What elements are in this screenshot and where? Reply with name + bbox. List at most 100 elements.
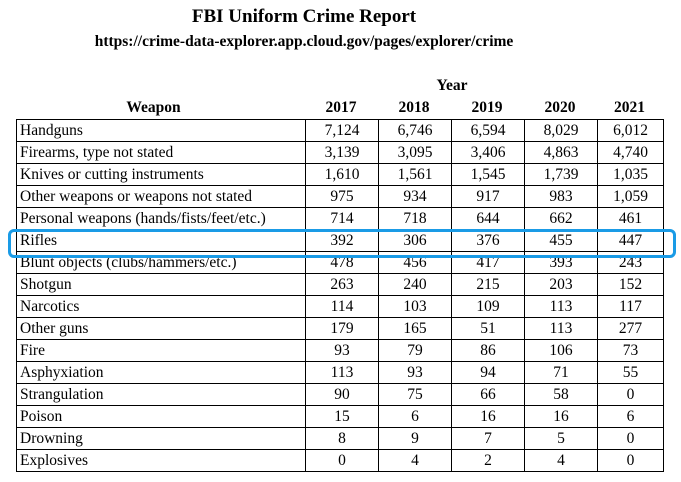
value-cell: 5 bbox=[524, 427, 598, 450]
value-cell: 4,740 bbox=[597, 141, 664, 164]
value-cell: 203 bbox=[524, 273, 598, 296]
value-cell: 152 bbox=[597, 273, 664, 296]
source-url: https://crime-data-explorer.app.cloud.go… bbox=[94, 33, 514, 50]
value-cell: 0 bbox=[305, 449, 379, 472]
value-cell: 7,124 bbox=[305, 119, 379, 142]
value-cell: 215 bbox=[451, 273, 525, 296]
value-cell: 179 bbox=[305, 317, 379, 340]
table-row: Firearms, type not stated 3,139 3,095 3,406… bbox=[16, 141, 664, 164]
value-cell: 1,545 bbox=[451, 163, 525, 186]
value-cell: 90 bbox=[305, 383, 379, 406]
value-cell: 79 bbox=[378, 339, 452, 362]
value-cell: 8,029 bbox=[524, 119, 598, 142]
value-cell: 113 bbox=[524, 295, 598, 318]
value-cell: 106 bbox=[524, 339, 598, 362]
table-row: Asphyxiation 113 93 94 71 55 bbox=[16, 361, 664, 384]
value-cell: 6,746 bbox=[378, 119, 452, 142]
value-cell: 165 bbox=[378, 317, 452, 340]
value-cell: 263 bbox=[305, 273, 379, 296]
value-cell: 447 bbox=[597, 229, 664, 252]
year-column-header: 2020 bbox=[544, 99, 576, 116]
value-cell: 51 bbox=[451, 317, 525, 340]
value-cell: 1,035 bbox=[597, 163, 664, 186]
value-cell: 93 bbox=[305, 339, 379, 362]
value-cell: 1,610 bbox=[305, 163, 379, 186]
value-cell: 306 bbox=[378, 229, 452, 252]
year-group-label: Year bbox=[436, 77, 468, 94]
weapon-cell: Shotgun bbox=[16, 273, 306, 296]
value-cell: 3,139 bbox=[305, 141, 379, 164]
value-cell: 55 bbox=[597, 361, 664, 384]
table-row: Shotgun 263 240 215 203 152 bbox=[16, 273, 664, 296]
table-row: Explosives 0 4 2 4 0 bbox=[16, 449, 664, 472]
value-cell: 6 bbox=[378, 405, 452, 428]
value-cell: 117 bbox=[597, 295, 664, 318]
value-cell: 58 bbox=[524, 383, 598, 406]
value-cell: 4 bbox=[378, 449, 452, 472]
value-cell: 6,012 bbox=[597, 119, 664, 142]
year-column-header: 2019 bbox=[471, 99, 503, 116]
value-cell: 240 bbox=[378, 273, 452, 296]
value-cell: 376 bbox=[451, 229, 525, 252]
table-row: Personal weapons (hands/fists/feet/etc.)… bbox=[16, 207, 664, 230]
weapon-column-header: Weapon bbox=[126, 99, 181, 116]
weapon-crime-table: Handguns 7,124 6,746 6,594 8,029 6,012 Firearm… bbox=[16, 119, 664, 472]
weapon-cell: Blunt objects (clubs/hammers/etc.) bbox=[16, 251, 306, 274]
weapon-cell: Other guns bbox=[16, 317, 306, 340]
value-cell: 114 bbox=[305, 295, 379, 318]
value-cell: 73 bbox=[597, 339, 664, 362]
value-cell: 3,406 bbox=[451, 141, 525, 164]
value-cell: 6 bbox=[597, 405, 664, 428]
value-cell: 983 bbox=[524, 185, 598, 208]
value-cell: 15 bbox=[305, 405, 379, 428]
value-cell: 417 bbox=[451, 251, 525, 274]
value-cell: 109 bbox=[451, 295, 525, 318]
value-cell: 917 bbox=[451, 185, 525, 208]
value-cell: 0 bbox=[597, 383, 664, 406]
report-title: FBI Uniform Crime Report bbox=[191, 6, 417, 27]
weapon-cell: Personal weapons (hands/fists/feet/etc.) bbox=[16, 207, 306, 230]
table-row: Strangulation 90 75 66 58 0 bbox=[16, 383, 664, 406]
value-cell: 718 bbox=[378, 207, 452, 230]
value-cell: 277 bbox=[597, 317, 664, 340]
year-column-header: 2021 bbox=[614, 99, 645, 116]
value-cell: 7 bbox=[451, 427, 525, 450]
table-row: Poison 15 6 16 16 6 bbox=[16, 405, 664, 428]
weapon-cell: Strangulation bbox=[16, 383, 306, 406]
value-cell: 1,739 bbox=[524, 163, 598, 186]
value-cell: 644 bbox=[451, 207, 525, 230]
weapon-cell: Other weapons or weapons not stated bbox=[16, 185, 306, 208]
value-cell: 6,594 bbox=[451, 119, 525, 142]
value-cell: 243 bbox=[597, 251, 664, 274]
weapon-cell: Fire bbox=[16, 339, 306, 362]
table-row: Other guns 179 165 51 113 277 bbox=[16, 317, 664, 340]
value-cell: 2 bbox=[451, 449, 525, 472]
value-cell: 103 bbox=[378, 295, 452, 318]
weapon-cell: Poison bbox=[16, 405, 306, 428]
value-cell: 393 bbox=[524, 251, 598, 274]
value-cell: 662 bbox=[524, 207, 598, 230]
value-cell: 16 bbox=[451, 405, 525, 428]
weapon-cell: Drowning bbox=[16, 427, 306, 450]
year-column-header: 2017 bbox=[325, 99, 357, 116]
table-row: Drowning 8 9 7 5 0 bbox=[16, 427, 664, 450]
value-cell: 71 bbox=[524, 361, 598, 384]
table-row: Other weapons or weapons not stated 975 93… bbox=[16, 185, 664, 208]
value-cell: 461 bbox=[597, 207, 664, 230]
value-cell: 8 bbox=[305, 427, 379, 450]
table-row: Handguns 7,124 6,746 6,594 8,029 6,012 bbox=[16, 119, 664, 142]
value-cell: 4 bbox=[524, 449, 598, 472]
weapon-cell: Narcotics bbox=[16, 295, 306, 318]
value-cell: 392 bbox=[305, 229, 379, 252]
table-row: Knives or cutting instruments 1,610 1,561 1… bbox=[16, 163, 664, 186]
value-cell: 113 bbox=[305, 361, 379, 384]
value-cell: 75 bbox=[378, 383, 452, 406]
value-cell: 1,561 bbox=[378, 163, 452, 186]
table-row: Narcotics 114 103 109 113 117 bbox=[16, 295, 664, 318]
value-cell: 4,863 bbox=[524, 141, 598, 164]
value-cell: 456 bbox=[378, 251, 452, 274]
value-cell: 86 bbox=[451, 339, 525, 362]
value-cell: 1,059 bbox=[597, 185, 664, 208]
value-cell: 478 bbox=[305, 251, 379, 274]
weapon-cell: Firearms, type not stated bbox=[16, 141, 306, 164]
